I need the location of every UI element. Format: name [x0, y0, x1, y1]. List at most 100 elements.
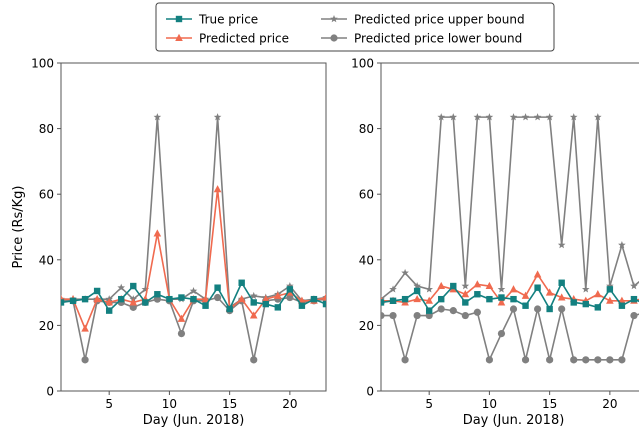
left-true-price-point [178, 294, 185, 301]
right-chart-panel: 0 20 40 60 80 100 5 10 15 20 Day (Jun. 2018) [351, 57, 639, 428]
legend-item-predicted-price: Predicted price [166, 32, 289, 46]
left-predicted-price-point [177, 314, 186, 322]
right-predicted-price-upper-bound-point [569, 113, 578, 121]
left-x-axis-label: Day (Jun. 2018) [143, 413, 245, 428]
right-predicted-price-upper-bound-point [557, 241, 566, 249]
right-predicted-price-point [461, 290, 470, 298]
left-predicted-price-point [201, 294, 210, 303]
left-true-price-point [69, 297, 77, 304]
right-true-price-point [630, 295, 638, 303]
left-chart-panel: 0 20 40 60 80 100 5 10 15 20 Day (Jun. 2018) Pri… [11, 57, 327, 428]
right-predicted-price-lower-bound-point [533, 305, 542, 313]
left-predicted-price-point [274, 291, 282, 299]
left-y-axis-label: Price (Rs/Kg) [11, 186, 26, 269]
legend-square-marker [175, 15, 183, 23]
right-x-axis-label: Day (Jun. 2018) [463, 413, 565, 428]
left-x-tick-label: 10 [162, 397, 177, 411]
left-y-tick-label: 20 [39, 319, 54, 333]
right-predicted-price-upper-bound-point [425, 285, 433, 293]
right-predicted-price-lower-bound-point [509, 305, 518, 313]
left-x-tick-label: 15 [222, 397, 237, 411]
right-x-tick-label: 5 [425, 397, 433, 411]
legend-label: True price [198, 13, 258, 27]
right-predicted-price-upper-bound-point [630, 282, 638, 290]
left-true-price-point [214, 284, 221, 291]
left-predicted-price-point [129, 298, 138, 306]
right-predicted-price-upper-bound-point [401, 268, 409, 277]
left-true-price-point [142, 299, 149, 306]
right-true-price-point [462, 299, 469, 306]
left-predicted-price-lower-bound-line [61, 296, 326, 361]
right-predicted-price-upper-bound-point [437, 113, 446, 121]
right-predicted-price-point [425, 296, 433, 304]
right-y-tick-label: 20 [359, 319, 374, 333]
legend-item-predicted-price-lower-bound: Predicted price lower bound [321, 32, 522, 46]
right-true-price-point [401, 295, 409, 303]
right-x-tick-label: 20 [602, 397, 617, 411]
right-predicted-price-point [545, 288, 554, 296]
right-true-price-point [381, 299, 385, 306]
left-predicted-price-lower-bound-point [286, 293, 294, 302]
right-predicted-price-point [473, 280, 482, 288]
legend-item-true-price: True price [166, 13, 258, 27]
left-true-price-point [202, 302, 209, 309]
left-predicted-price-point [153, 229, 162, 237]
right-predicted-price-point [521, 291, 530, 299]
left-x-tick-label: 20 [282, 397, 297, 411]
left-y-ticks: 0 20 40 60 80 100 [31, 57, 61, 399]
left-predicted-price-upper-bound-point [249, 291, 258, 300]
right-true-price-point [425, 307, 433, 314]
right-predicted-price-lower-bound-point [594, 356, 602, 364]
left-true-price-point [166, 295, 173, 303]
right-predicted-price-upper-bound-point [606, 282, 614, 290]
right-y-ticks: 0 20 40 60 80 100 [351, 57, 381, 399]
left-predicted-price-point [105, 298, 113, 306]
left-predicted-price-upper-bound-point [286, 282, 294, 290]
legend-label: Predicted price upper bound [354, 13, 525, 27]
right-true-price-point [438, 295, 445, 303]
right-y-tick-label: 80 [359, 122, 374, 136]
right-predicted-price-lower-bound-point [630, 311, 638, 320]
right-predicted-price-lower-bound-point [437, 305, 445, 313]
right-predicted-price-lower-bound-point [558, 305, 566, 313]
left-true-price-point [190, 295, 197, 303]
right-predicted-price-point [557, 293, 566, 301]
legend: True price Predicted price Predicted price… [155, 2, 555, 52]
right-x-tick-label: 15 [542, 397, 557, 411]
left-predicted-price-point [81, 324, 89, 332]
left-predicted-price-upper-bound-point [141, 285, 150, 293]
right-x-ticks: 5 10 15 20 [425, 391, 618, 411]
legend-label: Predicted price [199, 32, 289, 46]
right-true-price-point [606, 286, 614, 293]
right-y-tick-label: 60 [359, 188, 374, 202]
left-predicted-price-point [237, 294, 246, 303]
left-plot-frame [60, 62, 327, 392]
right-predicted-price-point [497, 298, 506, 306]
right-predicted-price-upper-bound-point [389, 285, 397, 293]
right-predicted-price-upper-bound-point [618, 241, 626, 249]
right-predicted-price-upper-bound-point [473, 113, 482, 121]
right-true-price-point [546, 305, 553, 313]
left-y-tick-label: 80 [39, 122, 54, 136]
right-true-price-point [510, 295, 517, 303]
right-predicted-price-point [437, 281, 446, 290]
left-x-ticks: 5 10 15 20 [105, 391, 298, 411]
right-plot-frame [380, 62, 639, 392]
right-true-price-point [413, 287, 421, 295]
right-predicted-price-upper-bound-point [461, 282, 470, 290]
right-predicted-price-lower-bound-point [582, 356, 590, 364]
left-true-price-point [274, 304, 282, 311]
left-predicted-price-lower-bound-point [81, 356, 89, 364]
right-true-price-point [582, 300, 589, 308]
right-true-price-point [474, 291, 481, 298]
left-true-price-point [250, 299, 257, 306]
left-predicted-price-point [213, 185, 222, 193]
right-true-price-point [486, 295, 493, 303]
right-true-price-point [450, 282, 457, 290]
right-predicted-price-lower-bound-point [401, 356, 409, 364]
left-predicted-price-lower-bound-point [213, 293, 222, 302]
right-predicted-price-upper-bound-point [509, 113, 518, 121]
legend-box [155, 2, 555, 52]
right-true-price-point [534, 284, 541, 291]
